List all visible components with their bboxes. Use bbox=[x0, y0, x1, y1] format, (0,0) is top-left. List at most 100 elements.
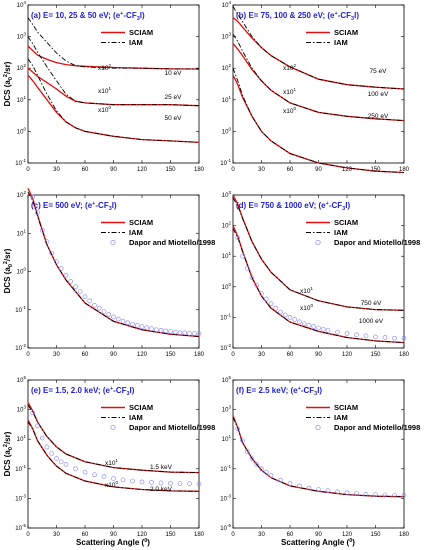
x-tick-label: 150 bbox=[165, 352, 176, 358]
x-tick-label: 30 bbox=[53, 352, 60, 358]
x-tick-label: 150 bbox=[165, 532, 176, 538]
x-tick-label: 150 bbox=[370, 167, 381, 173]
scale-factor-label: x101 bbox=[105, 458, 118, 467]
y-axis-label: DCS (a02/sr) bbox=[3, 61, 14, 106]
legend-label: Dapor and Miotello/1998 bbox=[334, 423, 420, 432]
data-point-exp bbox=[382, 492, 388, 498]
scale-factor-label: x100 bbox=[105, 480, 118, 489]
x-tick-label: 30 bbox=[258, 167, 265, 173]
data-point-exp bbox=[39, 435, 45, 441]
x-tick-label: 120 bbox=[137, 532, 148, 538]
y-tick-label: 100 bbox=[17, 126, 27, 135]
data-point-exp bbox=[392, 335, 397, 341]
x-tick-label: 150 bbox=[165, 167, 176, 173]
x-tick-label: 60 bbox=[82, 532, 89, 538]
data-point-exp bbox=[287, 481, 293, 486]
y-tick-label: 103 bbox=[17, 32, 27, 41]
data-point-exp bbox=[111, 476, 116, 481]
y-tick-label: 10-2 bbox=[15, 343, 26, 352]
data-point-exp bbox=[187, 481, 192, 487]
data-point-exp bbox=[306, 323, 312, 328]
data-point-exp bbox=[134, 323, 140, 328]
data-point-exp bbox=[87, 298, 93, 304]
panel-title: (d) E= 750 & 1000 eV; (e+-CF3I) bbox=[236, 201, 350, 212]
data-point-exp bbox=[382, 335, 388, 340]
y-axis-label: DCS (a02/sr) bbox=[3, 431, 14, 476]
panel-title: (b) E= 75, 100 & 250 eV; (e+-CF3I) bbox=[236, 11, 359, 22]
panel-title: (a) E= 10, 25 & 50 eV; (e+-CF3I) bbox=[31, 11, 145, 22]
x-tick-label: 0 bbox=[26, 532, 30, 538]
x-tick-label: 150 bbox=[370, 352, 381, 358]
data-point-exp bbox=[273, 305, 279, 311]
data-point-exp bbox=[82, 469, 88, 475]
data-point-exp bbox=[153, 327, 159, 333]
y-tick-label: 101 bbox=[222, 251, 232, 260]
data-point-exp bbox=[58, 459, 64, 465]
x-tick-label: 90 bbox=[110, 167, 117, 173]
data-point-exp bbox=[73, 284, 78, 290]
data-point-exp bbox=[168, 329, 173, 334]
legend-label: SCIAM bbox=[334, 28, 358, 37]
data-point-exp bbox=[163, 328, 169, 334]
data-point-exp bbox=[101, 309, 107, 314]
legend-label: IAM bbox=[334, 38, 348, 47]
y-tick-label: 102 bbox=[17, 190, 27, 199]
y-tick-label: 10-1 bbox=[220, 158, 231, 167]
scale-factor-label: x101 bbox=[98, 86, 111, 95]
data-point-exp bbox=[344, 490, 350, 496]
y-tick-label: 10-1 bbox=[15, 158, 26, 167]
x-tick-label: 180 bbox=[399, 167, 410, 173]
x-tick-label: 180 bbox=[399, 352, 410, 358]
y-tick-label: 10-1 bbox=[220, 312, 231, 321]
energy-label: 2.0 keV bbox=[150, 486, 173, 493]
y-tick-label: 10-2 bbox=[220, 343, 231, 352]
data-point-exp bbox=[63, 462, 69, 467]
data-point-exp bbox=[30, 410, 36, 416]
x-tick-label: 0 bbox=[231, 352, 235, 358]
x-tick-label: 180 bbox=[194, 167, 205, 173]
y-tick-label: 102 bbox=[17, 63, 27, 72]
y-tick-label: 102 bbox=[222, 221, 232, 230]
data-point-exp bbox=[311, 324, 317, 329]
data-point-exp bbox=[54, 259, 59, 265]
x-tick-label: 30 bbox=[53, 532, 60, 538]
data-point-exp bbox=[172, 329, 178, 335]
legend-label: SCIAM bbox=[129, 28, 153, 37]
y-tick-label: 10-1 bbox=[15, 464, 26, 473]
x-tick-label: 90 bbox=[110, 352, 117, 358]
x-tick-label: 0 bbox=[26, 352, 30, 358]
data-point-exp bbox=[354, 491, 359, 496]
series-line-iam bbox=[27, 36, 200, 107]
series-line-iam bbox=[232, 33, 405, 122]
y-tick-label: 105 bbox=[17, 375, 27, 384]
series-line-iam bbox=[232, 68, 405, 173]
y-tick-label: 101 bbox=[17, 95, 27, 104]
legend-label: SCIAM bbox=[129, 218, 153, 227]
data-point-exp bbox=[249, 456, 255, 461]
data-point-exp bbox=[149, 326, 154, 331]
data-point-exp bbox=[63, 272, 69, 278]
data-point-exp bbox=[401, 335, 407, 341]
data-point-exp bbox=[316, 325, 321, 331]
y-tick-label: 100 bbox=[222, 126, 232, 135]
y-tick-label: 101 bbox=[17, 434, 27, 443]
data-point-exp bbox=[363, 333, 369, 339]
data-point-exp bbox=[254, 283, 260, 288]
y-tick-label: 101 bbox=[222, 434, 232, 443]
series-line-iam bbox=[27, 404, 200, 474]
data-point-exp bbox=[263, 469, 269, 475]
data-point-exp bbox=[92, 303, 97, 308]
data-point-exp bbox=[240, 438, 245, 443]
y-tick-label: 100 bbox=[222, 282, 232, 291]
plot-frame bbox=[232, 4, 405, 164]
data-point-exp bbox=[35, 210, 40, 215]
data-point-exp bbox=[301, 321, 307, 327]
data-point-exp bbox=[177, 330, 183, 336]
data-point-exp bbox=[297, 483, 302, 489]
data-point-exp bbox=[44, 444, 50, 450]
x-tick-label: 120 bbox=[137, 167, 148, 173]
y-tick-label: 103 bbox=[222, 32, 232, 41]
scale-factor-label: x100 bbox=[98, 105, 111, 114]
x-tick-label: 0 bbox=[231, 167, 235, 173]
series-line-sciam bbox=[232, 194, 405, 311]
